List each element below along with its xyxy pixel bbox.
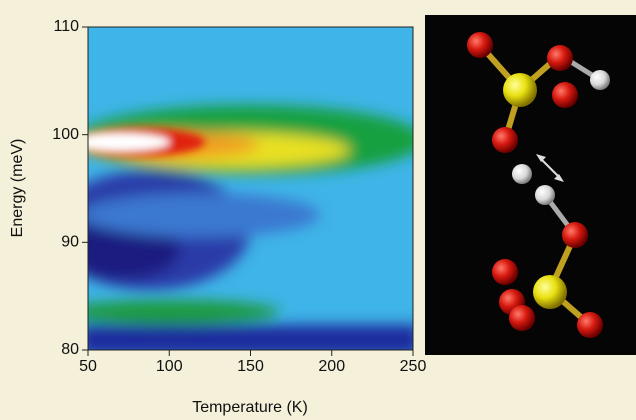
x-tick-label: 100: [156, 358, 183, 375]
y-tick-label: 80: [61, 341, 79, 358]
x-tick-label: 250: [400, 358, 427, 375]
molecule-image: [425, 15, 636, 355]
y-tick-label: 90: [61, 234, 79, 251]
y-tick-label: 100: [52, 126, 79, 143]
heatmap: [88, 27, 413, 350]
y-tick-label: 110: [53, 18, 79, 35]
x-tick-label: 150: [237, 358, 264, 375]
x-axis-label: Temperature (K): [192, 399, 308, 416]
x-tick-label: 50: [79, 358, 97, 375]
y-axis-label: Energy (meV): [9, 139, 26, 238]
x-tick-label: 200: [318, 358, 345, 375]
